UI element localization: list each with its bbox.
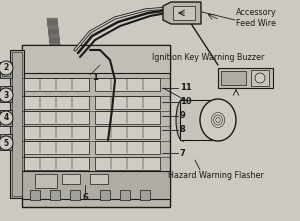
Bar [95,111,160,124]
Bar [218,68,273,88]
Bar [70,190,80,200]
Bar [221,71,246,85]
Text: 10: 10 [180,97,192,107]
Bar [50,190,60,200]
Bar [24,157,89,170]
Bar [22,45,170,207]
Bar [24,96,89,109]
Circle shape [0,61,13,75]
Text: 4: 4 [3,114,9,122]
Circle shape [0,88,13,102]
Bar [120,190,130,200]
Bar [2,112,10,124]
Bar [0,110,12,126]
Text: 1: 1 [92,74,98,82]
Bar [24,141,89,154]
Bar [10,50,24,198]
Text: 3: 3 [3,91,9,99]
Bar [95,141,160,154]
Bar [0,134,12,150]
Bar [95,157,160,170]
Bar [90,174,108,184]
Bar [180,100,222,140]
Text: 6: 6 [82,194,88,202]
Bar [35,174,57,188]
Circle shape [0,111,13,125]
Bar [30,190,40,200]
Bar [140,190,150,200]
Circle shape [255,73,265,83]
Bar [24,126,89,139]
Text: 8: 8 [180,126,186,135]
Bar [2,136,10,148]
Text: Hazard Warning Flasher: Hazard Warning Flasher [168,170,264,179]
Ellipse shape [200,99,236,141]
Bar [62,174,80,184]
Bar [95,96,160,109]
Text: Accessory
Feed Wire: Accessory Feed Wire [236,8,277,28]
Circle shape [0,136,13,150]
Bar [24,78,89,91]
Text: 7: 7 [180,149,186,158]
Bar [2,88,10,100]
Bar [0,86,12,102]
Polygon shape [163,2,201,24]
Text: 2: 2 [3,63,9,72]
Bar [100,190,110,200]
Text: 11: 11 [180,84,192,93]
Bar [95,78,160,91]
Bar [95,126,160,139]
Ellipse shape [176,99,190,141]
Bar [24,111,89,124]
Text: 5: 5 [3,139,9,147]
Bar [0,62,12,78]
Bar [251,70,269,86]
Bar [22,171,170,199]
Bar [173,6,195,20]
Bar [2,64,10,76]
Text: Ignition Key Warning Buzzer: Ignition Key Warning Buzzer [152,53,264,63]
Bar [22,45,170,73]
Bar [12,52,22,196]
Text: 9: 9 [180,112,186,120]
